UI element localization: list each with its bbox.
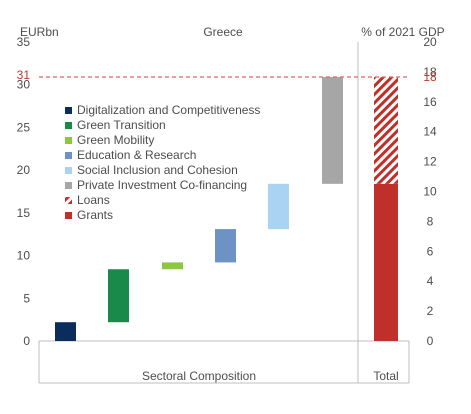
right-tick-label: 4 xyxy=(427,274,434,288)
right-tick-label: 8 xyxy=(427,214,434,228)
legend-swatch xyxy=(65,197,72,204)
left-tick-label: 15 xyxy=(17,206,31,220)
left-tick-label: 30 xyxy=(17,78,31,92)
legend-label: Education & Research xyxy=(77,148,196,162)
legend-label: Private Investment Co-financing xyxy=(77,178,247,192)
group-label-total: Total xyxy=(373,369,398,383)
left-axis-unit-label: EURbn xyxy=(20,25,59,39)
legend-label: Loans xyxy=(77,193,110,207)
right-axis-unit-label: % of 2021 GDP xyxy=(361,25,444,39)
left-tick-label: 35 xyxy=(17,35,31,49)
right-tick-label: 0 xyxy=(427,334,434,348)
waterfall-bar xyxy=(322,77,343,184)
left-tick-label: 10 xyxy=(17,249,31,263)
legend-label: Digitalization and Competitiveness xyxy=(77,103,260,117)
reference-left-label: 31 xyxy=(17,68,31,82)
reference-right-label: 18 xyxy=(423,70,437,84)
legend-label: Social Inclusion and Cohesion xyxy=(77,163,238,177)
waterfall-bar xyxy=(55,322,76,341)
right-tick-label: 2 xyxy=(427,304,434,318)
right-tick-label: 6 xyxy=(427,244,434,258)
right-tick-label: 10 xyxy=(423,185,437,199)
legend-label: Green Mobility xyxy=(77,133,154,147)
left-tick-label: 25 xyxy=(17,120,31,134)
legend-swatch xyxy=(65,122,72,129)
legend-label: Grants xyxy=(77,208,113,222)
waterfall-bar xyxy=(108,269,129,323)
legend-swatch xyxy=(65,107,72,114)
legend-swatch xyxy=(65,182,72,189)
bars xyxy=(55,77,398,341)
legend-label: Green Transition xyxy=(77,118,166,132)
waterfall-bar xyxy=(215,229,236,263)
right-tick-label: 16 xyxy=(423,95,437,109)
left-tick-label: 5 xyxy=(23,291,30,305)
group-label-sectoral: Sectoral Composition xyxy=(142,369,256,383)
right-axis-ticks: 0 2 4 6 8 10 12 14 16 18 20 xyxy=(423,35,437,348)
legend: Digitalization and CompetitivenessGreen … xyxy=(65,103,260,222)
right-tick-label: 20 xyxy=(423,35,437,49)
right-tick-label: 18 xyxy=(423,65,437,79)
legend-swatch xyxy=(65,212,72,219)
legend-swatch xyxy=(65,137,72,144)
left-tick-label: 20 xyxy=(17,163,31,177)
right-tick-label: 14 xyxy=(423,125,437,139)
reference-line-group: 31 18 xyxy=(17,68,437,84)
total-stack-bar xyxy=(374,183,398,341)
waterfall-bar xyxy=(162,262,183,270)
chart-title: Greece xyxy=(203,25,243,39)
legend-swatch xyxy=(65,167,72,174)
waterfall-bar xyxy=(268,183,289,230)
left-axis-ticks: 0 5 10 15 20 25 30 35 xyxy=(17,35,31,348)
left-tick-label: 0 xyxy=(23,334,30,348)
legend-swatch xyxy=(65,152,72,159)
right-tick-label: 12 xyxy=(423,155,437,169)
total-stack-bar xyxy=(374,77,398,184)
